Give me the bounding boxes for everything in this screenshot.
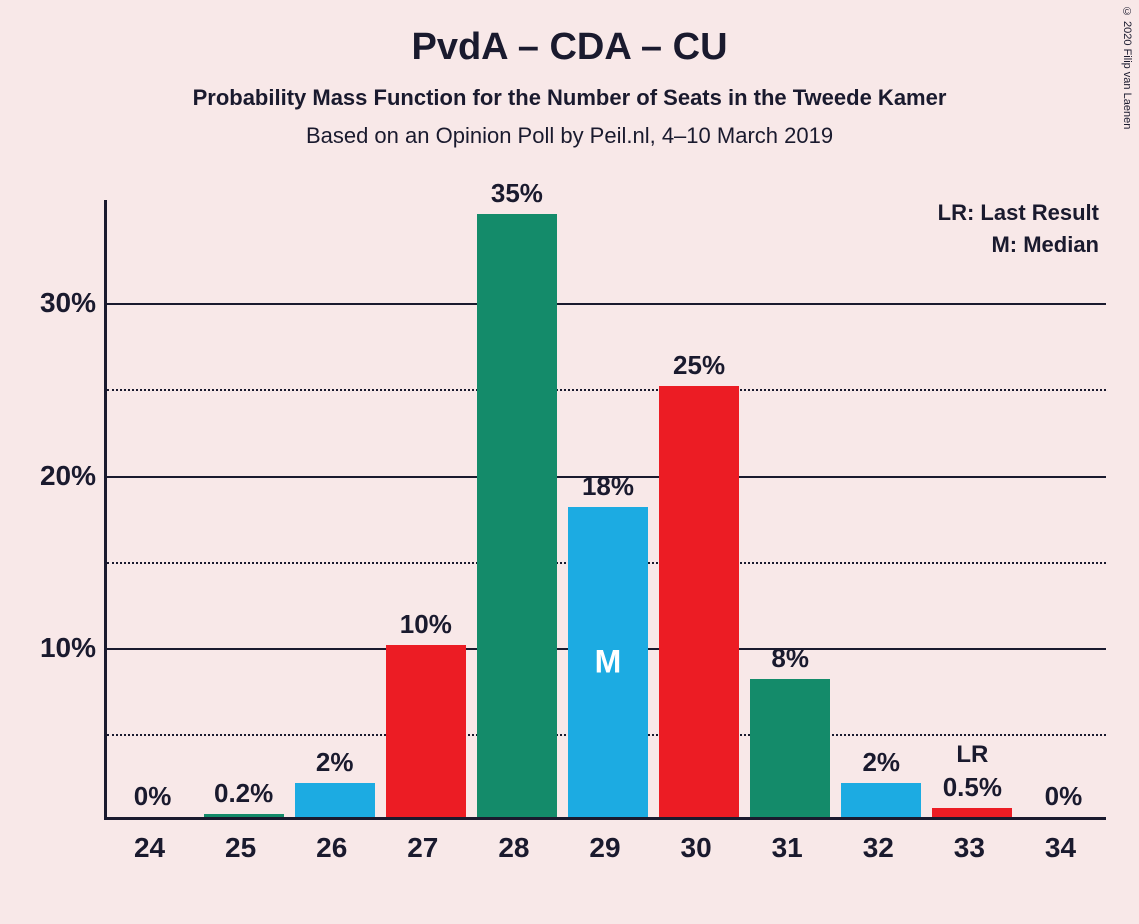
bar: 2% [841,783,921,817]
gridline-major [107,303,1106,305]
x-axis-label: 29 [589,832,620,864]
bar-value-label: 8% [750,643,830,674]
chart-title: PvdA – CDA – CU [0,0,1139,69]
x-axis-label: 27 [407,832,438,864]
bar: 10% [386,645,466,817]
x-axis-label: 31 [772,832,803,864]
median-marker: M [568,644,648,681]
bar: 25% [659,386,739,817]
copyright: © 2020 Filip van Laenen [1121,6,1133,129]
bar-value-label: 10% [386,609,466,640]
bar-value-label: 2% [295,747,375,778]
plot-region: 0%0.2%2%10%35%18%M25%8%2%LR0.5%0% [104,200,1106,820]
bar-value-label: 0.2% [204,778,284,809]
bar: 35% [477,214,557,817]
chart-area: 0%0.2%2%10%35%18%M25%8%2%LR0.5%0% 10%20%… [104,200,1106,900]
bar: 0.5% [932,808,1012,817]
x-axis-label: 28 [498,832,529,864]
bar: 0.2% [204,814,284,817]
bar-value-label: 35% [477,178,557,209]
bar-value-label: 0% [1023,781,1103,812]
chart-subtitle: Probability Mass Function for the Number… [0,85,1139,111]
x-axis-label: 30 [681,832,712,864]
x-axis-label: 24 [134,832,165,864]
x-axis-label: 32 [863,832,894,864]
x-axis-label: 33 [954,832,985,864]
lr-annotation: LR [956,741,988,769]
bar-value-label: 0% [112,781,192,812]
bar: 2% [295,783,375,817]
bar-value-label: 2% [841,747,921,778]
bar-value-label: 25% [659,350,739,381]
bar: 18%M [568,507,648,817]
y-axis-label: 10% [40,632,96,664]
gridline-minor [107,389,1106,391]
x-axis-label: 26 [316,832,347,864]
bar-value-label: 18% [568,471,648,502]
x-axis-label: 25 [225,832,256,864]
chart-subtitle-2: Based on an Opinion Poll by Peil.nl, 4–1… [0,123,1139,149]
y-axis-label: 20% [40,460,96,492]
bar: 8% [750,679,830,817]
bar-value-label: 0.5% [932,772,1012,803]
y-axis-label: 30% [40,287,96,319]
x-axis-label: 34 [1045,832,1076,864]
